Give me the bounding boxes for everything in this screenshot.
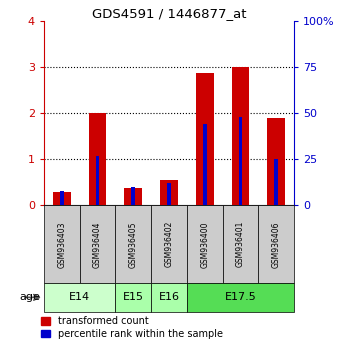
Bar xyxy=(44,205,80,283)
Text: GSM936403: GSM936403 xyxy=(57,221,66,268)
Text: E15: E15 xyxy=(123,292,144,302)
Text: GSM936404: GSM936404 xyxy=(93,221,102,268)
Text: age: age xyxy=(20,292,41,302)
Text: GSM936402: GSM936402 xyxy=(165,221,173,268)
Bar xyxy=(267,118,285,205)
Text: E17.5: E17.5 xyxy=(224,292,256,302)
Bar xyxy=(274,159,278,205)
Bar xyxy=(115,283,151,312)
Bar xyxy=(96,156,99,205)
Text: GSM936400: GSM936400 xyxy=(200,221,209,268)
Bar xyxy=(53,193,71,205)
Legend: transformed count, percentile rank within the sample: transformed count, percentile rank withi… xyxy=(39,314,225,341)
Bar xyxy=(223,205,258,283)
Bar xyxy=(44,283,115,312)
Bar xyxy=(239,117,242,205)
Bar xyxy=(160,180,178,205)
Text: E16: E16 xyxy=(159,292,179,302)
Bar xyxy=(80,205,115,283)
Text: GSM936406: GSM936406 xyxy=(272,221,281,268)
Bar xyxy=(131,187,135,205)
Bar xyxy=(151,283,187,312)
Bar xyxy=(196,73,214,205)
Bar xyxy=(60,190,64,205)
Bar xyxy=(115,205,151,283)
Text: E14: E14 xyxy=(69,292,90,302)
Bar xyxy=(124,188,142,205)
Text: GSM936401: GSM936401 xyxy=(236,221,245,268)
Bar xyxy=(203,124,207,205)
Bar xyxy=(187,283,294,312)
Bar xyxy=(167,183,171,205)
Bar xyxy=(232,67,249,205)
Bar xyxy=(187,205,223,283)
Bar xyxy=(151,205,187,283)
Title: GDS4591 / 1446877_at: GDS4591 / 1446877_at xyxy=(92,7,246,20)
Bar xyxy=(258,205,294,283)
Text: GSM936405: GSM936405 xyxy=(129,221,138,268)
Bar xyxy=(89,113,106,205)
